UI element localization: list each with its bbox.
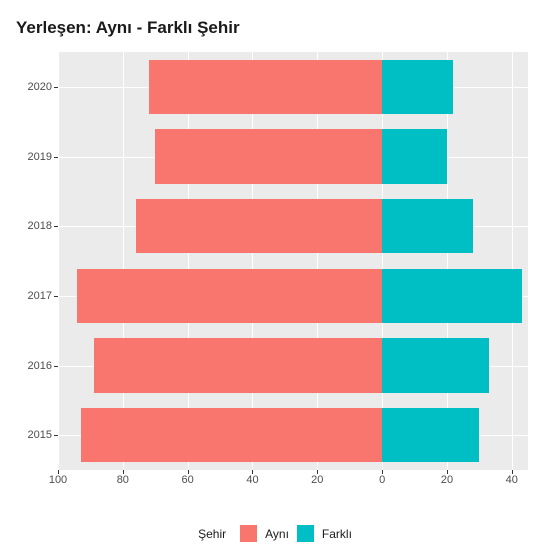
legend-label-ayni: Aynı: [265, 527, 289, 541]
x-tick-label: 80: [117, 474, 129, 486]
plot-area: [58, 52, 528, 470]
bar-farkli: [382, 408, 479, 462]
bar-farkli: [382, 129, 447, 183]
legend-swatch-farkli: [297, 525, 314, 542]
legend: Şehir Aynı Farklı: [0, 525, 550, 542]
legend-swatch-ayni: [240, 525, 257, 542]
y-tick-mark: [54, 157, 58, 158]
chart-title: Yerleşen: Aynı - Farklı Şehir: [16, 18, 540, 38]
gridline-v: [512, 52, 513, 470]
x-tick-label: 100: [49, 474, 67, 486]
x-tick-label: 40: [246, 474, 258, 486]
bar-farkli: [382, 269, 521, 323]
bar-ayni: [155, 129, 382, 183]
x-tick-label: 0: [379, 474, 385, 486]
bar-farkli: [382, 60, 453, 114]
bar-farkli: [382, 199, 473, 253]
y-tick-label: 2015: [12, 429, 52, 441]
x-tick-label: 40: [506, 474, 518, 486]
y-tick-mark: [54, 366, 58, 367]
bar-ayni: [94, 338, 382, 392]
y-tick-mark: [54, 87, 58, 88]
legend-title: Şehir: [198, 527, 226, 541]
chart-container: Yerleşen: Aynı - Farklı Şehir Şehir Aynı…: [0, 0, 550, 550]
bar-ayni: [77, 269, 382, 323]
y-tick-label: 2017: [12, 290, 52, 302]
x-tick-label: 60: [182, 474, 194, 486]
bar-ayni: [81, 408, 382, 462]
y-tick-label: 2016: [12, 360, 52, 372]
y-tick-mark: [54, 435, 58, 436]
bar-ayni: [136, 199, 382, 253]
y-tick-label: 2019: [12, 151, 52, 163]
y-tick-label: 2020: [12, 81, 52, 93]
bar-farkli: [382, 338, 489, 392]
legend-label-farkli: Farklı: [322, 527, 352, 541]
y-tick-label: 2018: [12, 220, 52, 232]
bar-ayni: [149, 60, 382, 114]
x-tick-label: 20: [441, 474, 453, 486]
gridline-v: [58, 52, 59, 470]
y-tick-mark: [54, 226, 58, 227]
x-tick-label: 20: [311, 474, 323, 486]
y-tick-mark: [54, 296, 58, 297]
